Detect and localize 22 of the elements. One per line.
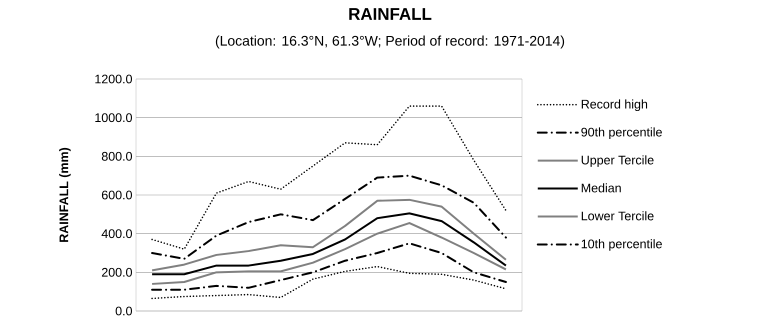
y-tick-label: 0.0 [116,306,132,316]
y-axis-title: RAINFALL (mm) [59,148,71,242]
chart-title: RAINFALL [349,8,432,20]
legend-label: Median [582,183,621,192]
legend-label: 90th percentile [581,127,662,139]
y-tick-label: 800.0 [102,152,132,161]
legend-label: Upper Tercile [582,155,654,167]
y-tick-label: 1000.0 [95,113,132,122]
legend-label: Record high [582,99,648,112]
line-series [151,266,507,300]
y-tick-label: 1200.0 [95,74,132,84]
legend-label: Lower Tercile [582,211,654,220]
y-tick-label: 600.0 [102,190,132,200]
line-series [151,198,507,272]
chart-subtitle: (Location: 16.3°N, 61.3°W; Period of record: 1971-2014) [216,36,564,48]
legend-label: 10th percentile [582,239,662,251]
line-series [151,212,507,276]
y-tick-label: 200.0 [102,268,132,277]
y-tick-label: 400.0 [102,229,132,238]
line-series [151,174,507,260]
line-series [151,105,507,250]
line-series [151,222,507,285]
